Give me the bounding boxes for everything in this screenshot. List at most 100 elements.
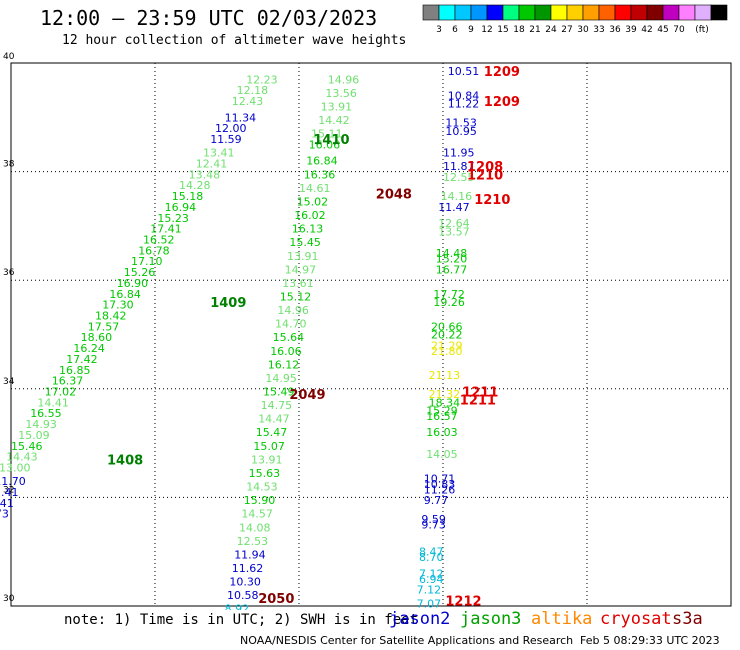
wave-height-label: 15.07	[253, 440, 285, 453]
pass-time-label: 1212	[445, 595, 481, 610]
wave-height-label: 12.55	[443, 171, 475, 184]
wave-height-label: 14.61	[299, 182, 331, 195]
wave-height-label: 10.73	[0, 508, 9, 521]
wave-height-label: 12.00	[215, 122, 247, 135]
color-scale-label: 45	[657, 25, 668, 34]
wave-height-label: 15.63	[249, 467, 281, 480]
wave-height-label: 16.85	[59, 364, 91, 377]
wave-height-label: 14.57	[241, 508, 273, 521]
wave-height-label: 11.62	[232, 562, 263, 575]
y-tick-label: 30	[3, 594, 15, 604]
wave-height-label: 20.66	[431, 320, 463, 333]
wave-height-label: 16.24	[73, 342, 105, 355]
footer-timestamp: Feb 5 08:29:33 UTC 2023	[580, 634, 720, 647]
wave-height-label: 21.80	[431, 345, 463, 358]
wave-height-label: 11.59	[210, 133, 242, 146]
wave-height-label: 13.91	[251, 453, 283, 466]
chart-subtitle: 12 hour collection of altimeter wave hei…	[62, 33, 407, 48]
wave-height-label: 17.30	[102, 299, 134, 312]
color-scale-label: 30	[577, 25, 589, 34]
wave-height-label: 18.34	[429, 396, 461, 409]
track-jason3_track_B: 14.9613.5613.9114.4215.1116.0616.8416.36…	[225, 73, 360, 610]
color-scale-label: 3	[436, 25, 442, 34]
y-tick-label: 36	[3, 268, 15, 278]
wave-height-label: 12.43	[232, 95, 263, 108]
wave-height-label: 21.13	[429, 369, 461, 382]
color-scale-label: (ft)	[695, 25, 709, 34]
wave-height-label: 14.96	[328, 73, 360, 86]
chart-title: 12:00 – 23:59 UTC 02/03/2023	[40, 6, 378, 30]
wave-height-label: 16.57	[426, 410, 458, 423]
wave-height-label: 14.53	[246, 481, 278, 494]
wave-height-label: 17.02	[45, 386, 77, 399]
wave-height-label: 16.37	[52, 375, 84, 388]
wave-height-label: 16.06	[270, 345, 302, 358]
pass-time-label: 1211	[462, 386, 498, 401]
wave-height-label: 7.07	[417, 597, 442, 610]
wave-height-label: 11.41	[0, 486, 19, 499]
wave-height-label: 14.41	[37, 396, 69, 409]
wave-height-label: 12.64	[438, 217, 470, 230]
pass-time-label: 2048	[376, 187, 412, 202]
y-tick-label: 32	[3, 485, 14, 495]
wave-height-label: 14.96	[277, 304, 309, 317]
wave-height-label: 16.13	[292, 223, 324, 236]
pass-time-label: 1410	[313, 133, 349, 148]
wave-height-label: 14.97	[285, 263, 317, 276]
wave-height-label: 13.41	[203, 147, 235, 160]
legend-s3a: s3a	[672, 609, 703, 629]
wave-height-label: 9.77	[424, 494, 449, 507]
wave-height-label: 18.60	[81, 331, 113, 344]
wave-height-label: 14.05	[426, 448, 458, 461]
wave-height-label: 13.91	[287, 250, 319, 263]
wave-height-label: 15.49	[263, 386, 295, 399]
plot-frame	[10, 62, 732, 607]
wave-height-label: 15.64	[273, 331, 305, 344]
wave-height-label: 16.06	[309, 138, 341, 151]
color-scale-label: 36	[609, 25, 621, 34]
wave-height-label: 10.30	[229, 576, 261, 589]
wave-height-label: 17.42	[66, 353, 98, 366]
pass-time-label: 1210	[467, 168, 503, 183]
legend-cryosat: cryosat	[600, 609, 672, 629]
wave-height-label: 15.12	[280, 290, 312, 303]
wave-height-label: 15.23	[157, 212, 189, 225]
wave-height-label: 11.95	[443, 147, 475, 160]
wave-height-label: 16.12	[268, 358, 300, 371]
pass-time-label: 1211	[460, 394, 496, 409]
wave-height-label: 14.47	[258, 413, 290, 426]
wave-height-label: 13.91	[321, 100, 353, 113]
color-scale-label: 27	[561, 25, 572, 34]
wave-height-label: 16.90	[117, 277, 149, 290]
wave-height-label: 17.10	[131, 255, 163, 268]
wave-height-label: 10.58	[227, 589, 259, 602]
wave-height-label: 16.78	[138, 244, 170, 257]
wave-height-label: 14.42	[318, 114, 350, 127]
wave-height-label: 14.48	[436, 247, 468, 260]
color-scale-label: 9	[468, 25, 474, 34]
wave-height-label: 14.16	[441, 190, 473, 203]
wave-height-label: 16.55	[30, 407, 62, 420]
wave-height-label: 15.18	[172, 190, 204, 203]
footer-note: note: 1) Time is in UTC; 2) SWH is in fe…	[64, 612, 419, 628]
color-scale-label: 33	[593, 25, 604, 34]
wave-height-label: 10.71	[424, 472, 456, 485]
wave-height-label: 15.46	[11, 440, 43, 453]
color-scale-label: 70	[673, 25, 685, 34]
wave-height-label: 11.26	[424, 483, 456, 496]
wave-height-label: 14.75	[261, 399, 293, 412]
wave-height-label: 13.48	[189, 168, 221, 181]
pass-time-label: 1209	[484, 65, 520, 80]
color-scale-label: 12	[481, 25, 492, 34]
wave-height-label: 7.12	[417, 584, 442, 597]
wave-height-label: 10.51	[448, 65, 480, 78]
color-scale-label: 39	[625, 25, 637, 34]
wave-height-label: 13.61	[282, 277, 314, 290]
wave-height-label: 8.70	[419, 551, 444, 564]
pass-time-label: 1208	[467, 160, 503, 175]
pass-time-label: 1209	[484, 95, 520, 110]
color-scale-label: 24	[545, 25, 557, 34]
wave-height-label: 15.09	[18, 429, 50, 442]
wave-height-label: 13.57	[438, 225, 470, 238]
